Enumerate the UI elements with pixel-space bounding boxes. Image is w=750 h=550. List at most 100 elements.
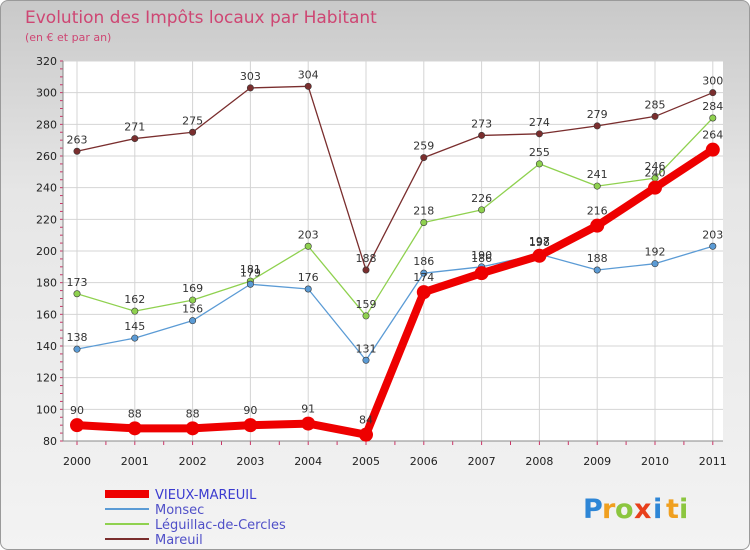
data-point	[185, 421, 200, 436]
data-point	[535, 160, 543, 168]
data-label: 179	[240, 266, 261, 279]
data-point	[243, 418, 258, 433]
data-label: 190	[471, 249, 492, 262]
data-label: 284	[702, 100, 723, 113]
data-point	[709, 242, 717, 250]
y-tick-label: 200	[36, 245, 57, 258]
data-label: 192	[645, 246, 666, 259]
data-label: 88	[128, 407, 142, 420]
logo-letter: i	[679, 494, 688, 525]
data-point	[709, 114, 717, 122]
data-label: 259	[413, 140, 434, 153]
data-label: 186	[471, 252, 492, 265]
data-point	[362, 356, 370, 364]
data-label: 90	[70, 404, 84, 417]
data-point	[189, 296, 197, 304]
data-point	[131, 334, 139, 342]
data-label: 279	[587, 108, 608, 121]
data-point	[416, 285, 431, 300]
y-tick-label: 100	[36, 403, 57, 416]
data-label: 226	[471, 192, 492, 205]
y-tick-label: 240	[36, 182, 57, 195]
data-label: 145	[124, 320, 145, 333]
data-point	[246, 280, 254, 288]
chart-title: Evolution des Impôts locaux par Habitant	[25, 8, 377, 28]
x-tick-label: 2006	[410, 455, 438, 468]
data-label: 181	[240, 263, 261, 276]
data-label: 273	[471, 117, 492, 130]
data-label: 218	[413, 205, 434, 218]
legend-label: Monsec	[155, 503, 204, 518]
data-label: 264	[702, 129, 723, 142]
x-tick-label: 2001	[121, 455, 149, 468]
data-label: 203	[298, 228, 319, 241]
x-tick-label: 2005	[352, 455, 380, 468]
data-label: 162	[124, 293, 145, 306]
data-point	[131, 135, 139, 143]
y-tick-label: 160	[36, 308, 57, 321]
data-label: 275	[182, 114, 203, 127]
data-point	[73, 345, 81, 353]
data-label: 216	[587, 205, 608, 218]
data-point	[73, 290, 81, 298]
y-tick-label: 220	[36, 213, 57, 226]
data-point	[189, 128, 197, 136]
data-point	[301, 416, 316, 431]
y-tick-label: 120	[36, 372, 57, 385]
data-point	[593, 266, 601, 274]
data-label: 176	[298, 271, 319, 284]
y-tick-label: 300	[36, 87, 57, 100]
data-point	[474, 266, 489, 281]
data-label: 88	[186, 407, 200, 420]
data-label: 156	[182, 303, 203, 316]
legend: VIEUX-MAREUILMonsecLéguillac-de-CerclesM…	[105, 488, 286, 548]
data-point	[478, 131, 486, 139]
data-point	[593, 122, 601, 130]
data-label: 186	[413, 255, 434, 268]
data-point	[359, 427, 373, 442]
data-point	[304, 82, 312, 90]
data-label: 173	[67, 276, 88, 289]
data-point	[362, 266, 370, 274]
data-point	[705, 142, 720, 157]
data-point	[709, 89, 717, 97]
data-labels-layer: 263 271 275 303 304 188 259 273 274 279 285 300 173 1…	[67, 68, 724, 426]
data-label: 197	[529, 235, 550, 248]
x-tick-label: 2007	[468, 455, 496, 468]
data-label: 271	[124, 121, 145, 134]
logo-letter: o	[615, 494, 634, 525]
data-label: 255	[529, 146, 550, 159]
data-label: 188	[587, 252, 608, 265]
axes: 80 100 120 140 160 180 200 220 240 260 280 300 320 20…	[36, 55, 727, 468]
data-point	[651, 112, 659, 120]
x-tick-label: 2002	[179, 455, 207, 468]
data-point	[127, 421, 142, 436]
data-label: 304	[298, 68, 319, 81]
x-tick-label: 2004	[294, 455, 322, 468]
y-tick-label: 180	[36, 277, 57, 290]
data-label: 198	[529, 236, 550, 249]
data-label: 300	[702, 75, 723, 88]
x-tick-label: 2008	[525, 455, 553, 468]
y-tick-label: 80	[43, 435, 57, 448]
data-point	[73, 147, 81, 155]
y-tick-label: 280	[36, 118, 57, 131]
legend-label: VIEUX-MAREUIL	[155, 488, 257, 503]
x-tick-label: 2009	[583, 455, 611, 468]
data-point	[420, 154, 428, 162]
data-point	[70, 418, 84, 433]
data-point	[420, 269, 428, 277]
data-point	[648, 180, 662, 195]
data-label: 90	[243, 404, 257, 417]
data-label: 285	[645, 98, 666, 111]
x-tick-label: 2003	[236, 455, 264, 468]
series-layer	[70, 82, 720, 442]
data-point	[532, 248, 547, 263]
x-tick-label: 2000	[63, 455, 91, 468]
data-label: 246	[645, 160, 666, 173]
legend-label: Mareuil	[155, 533, 203, 548]
y-tick-label: 140	[36, 340, 57, 353]
data-point	[304, 242, 312, 250]
